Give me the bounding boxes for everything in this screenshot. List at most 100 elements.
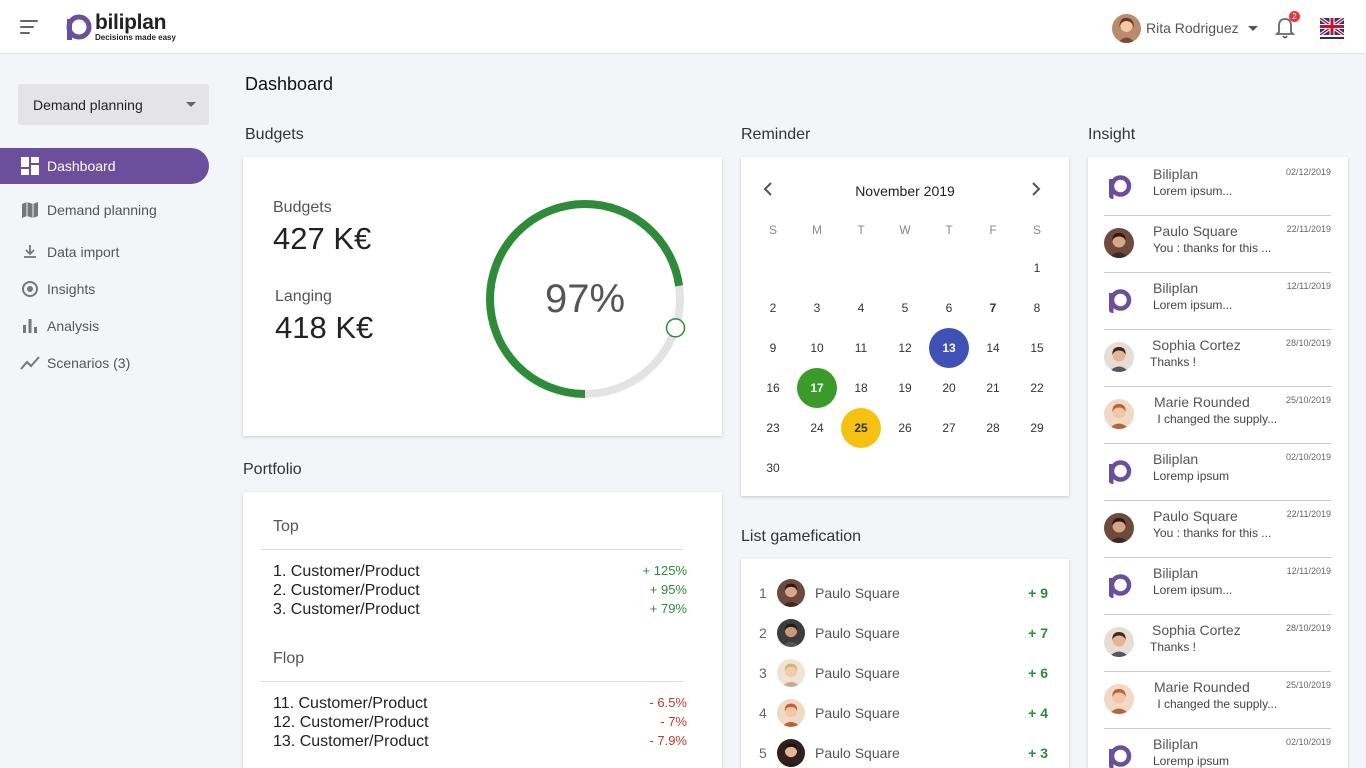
portfolio-item-value: + 79%	[649, 601, 687, 616]
portfolio-item-name: 3. Customer/Product	[273, 601, 420, 618]
insight-item[interactable]: Biliplan Loremp ipsum 02/10/2019	[1104, 729, 1331, 768]
budget-progress-handle[interactable]	[665, 318, 686, 338]
calendar-day[interactable]: 10	[810, 341, 824, 355]
calendar-day[interactable]: 2	[769, 301, 777, 315]
gamification-section-title: List gamefication	[741, 528, 862, 545]
portfolio-top-row[interactable]: 1. Customer/Product + 125%	[273, 563, 687, 582]
biliplan-logo-icon	[66, 14, 92, 40]
insight-item[interactable]: Paulo Square You : thanks for this ... 22/…	[1104, 501, 1331, 558]
sidebar-item-scenarios[interactable]: Scenarios (3)	[0, 345, 209, 381]
calendar-day[interactable]: 11	[854, 341, 868, 355]
gamification-row[interactable]: 1 Paulo Square + 9	[741, 573, 1069, 613]
calendar-day[interactable]: 19	[898, 381, 912, 395]
divider	[261, 549, 683, 550]
portfolio-item-value: + 125%	[642, 563, 687, 578]
calendar-day[interactable]: 18	[854, 381, 868, 395]
calendar-day[interactable]: 22	[1030, 381, 1044, 395]
logo-tagline: Decisions made easy	[95, 33, 176, 42]
portfolio-item-value: - 6.5%	[649, 695, 687, 710]
insight-item[interactable]: Biliplan Lorem ipsum... 12/11/2019	[1104, 558, 1331, 615]
calendar-day[interactable]: 26	[898, 421, 912, 435]
calendar-day[interactable]: 30	[766, 461, 780, 475]
user-menu[interactable]: Rita Rodriguez	[1112, 13, 1258, 43]
insight-date: 28/10/2019	[1285, 338, 1331, 348]
sidebar-item-demand-planning[interactable]: Demand planning	[0, 192, 209, 228]
insight-item[interactable]: Marie Rounded I changed the supply... 25/…	[1104, 672, 1331, 729]
gamification-score: + 4	[1028, 705, 1048, 721]
map-icon	[20, 200, 40, 220]
calendar-day[interactable]: 21	[986, 381, 1000, 395]
bell-icon[interactable]	[1274, 16, 1296, 40]
insight-sender: Biliplan	[1153, 451, 1199, 467]
insight-date: 12/11/2019	[1286, 566, 1331, 576]
gamification-row[interactable]: 3 Paulo Square + 6	[741, 653, 1069, 693]
sidebar-item-insights[interactable]: Insights	[0, 271, 209, 307]
gamification-rank: 3	[759, 665, 767, 681]
calendar-day[interactable]: 14	[986, 341, 1000, 355]
insight-item[interactable]: Biliplan Lorem ipsum... 12/11/2019	[1104, 273, 1331, 330]
sidebar-item-analysis[interactable]: Analysis	[0, 308, 209, 344]
calendar-day[interactable]: 1	[1033, 261, 1041, 275]
language-underline	[1320, 37, 1344, 39]
insight-item[interactable]: Sophia Cortez Thanks ! 28/10/2019	[1104, 330, 1331, 387]
avatar	[1104, 285, 1134, 315]
gamification-row[interactable]: 4 Paulo Square + 4	[741, 693, 1069, 733]
avatar	[1104, 513, 1134, 543]
portfolio-card: Top 1. Customer/Product + 125% 2. Custom…	[243, 492, 722, 768]
insight-sender: Biliplan	[1153, 736, 1199, 752]
portfolio-top-row[interactable]: 3. Customer/Product + 79%	[273, 601, 687, 620]
insight-item[interactable]: Biliplan Lorem ipsum... 02/12/2019	[1104, 159, 1331, 216]
insight-item[interactable]: Marie Rounded I changed the supply... 25/…	[1104, 387, 1331, 444]
sidebar-item-dashboard[interactable]: Dashboard	[0, 148, 209, 184]
calendar-day[interactable]: 3	[813, 301, 821, 315]
avatar	[777, 579, 805, 607]
insight-item[interactable]: Paulo Square You : thanks for this ... 22/…	[1104, 216, 1331, 273]
sidebar-item-data-import[interactable]: Data import	[0, 234, 209, 270]
portfolio-top-row[interactable]: 2. Customer/Product + 95%	[273, 582, 687, 601]
app-logo[interactable]: biliplan Decisions made easy	[64, 12, 176, 42]
menu-icon[interactable]	[20, 20, 40, 34]
calendar-day[interactable]: 8	[1033, 301, 1041, 315]
chevron-left-icon[interactable]	[761, 181, 777, 197]
gamification-row[interactable]: 2 Paulo Square + 7	[741, 613, 1069, 653]
calendar-weekday: S	[1032, 223, 1041, 237]
calendar-day[interactable]: 25	[841, 408, 881, 448]
calendar-day[interactable]: 12	[898, 341, 912, 355]
gamification-name: Paulo Square	[815, 745, 900, 761]
insight-date: 02/10/2019	[1285, 452, 1331, 462]
gamification-score: + 6	[1028, 665, 1048, 681]
insight-sender: Biliplan	[1153, 280, 1199, 296]
calendar-day[interactable]: 29	[1030, 421, 1044, 435]
insight-message: You : thanks for this ...	[1153, 526, 1272, 540]
calendar-day[interactable]: 20	[942, 381, 956, 395]
portfolio-flop-row[interactable]: 12. Customer/Product - 7%	[273, 714, 687, 733]
calendar-day[interactable]: 15	[1030, 341, 1044, 355]
calendar-weekday: S	[768, 223, 777, 237]
sidebar-item-label: Data import	[47, 244, 120, 260]
gamification-row[interactable]: 5 Paulo Square + 3	[741, 733, 1069, 768]
calendar-day[interactable]: 16	[766, 381, 780, 395]
gamification-name: Paulo Square	[815, 585, 900, 601]
calendar-day[interactable]: 9	[769, 341, 777, 355]
gamification-rank: 4	[759, 705, 767, 721]
calendar-day[interactable]: 24	[810, 421, 824, 435]
calendar-day[interactable]: 6	[945, 301, 953, 315]
calendar-day[interactable]: 27	[942, 421, 956, 435]
calendar-day[interactable]: 28	[986, 421, 1000, 435]
chevron-right-icon[interactable]	[1027, 181, 1043, 197]
calendar-day[interactable]: 17	[797, 368, 837, 408]
avatar	[1104, 741, 1134, 768]
module-select[interactable]: Demand planning	[18, 84, 209, 125]
uk-flag-icon[interactable]	[1320, 18, 1344, 35]
insight-message: I changed the supply...	[1154, 697, 1278, 711]
insight-item[interactable]: Biliplan Loremp ipsum 02/10/2019	[1104, 444, 1331, 501]
calendar-day[interactable]: 7	[989, 301, 997, 315]
calendar-day[interactable]: 13	[929, 328, 969, 368]
insight-item[interactable]: Sophia Cortez Thanks ! 28/10/2019	[1104, 615, 1331, 672]
portfolio-flop-row[interactable]: 11. Customer/Product - 6.5%	[273, 695, 687, 714]
portfolio-flop-row[interactable]: 13. Customer/Product - 7.9%	[273, 733, 687, 752]
portfolio-top-heading: Top	[273, 518, 299, 535]
calendar-day[interactable]: 5	[901, 301, 909, 315]
calendar-day[interactable]: 4	[857, 301, 865, 315]
calendar-day[interactable]: 23	[766, 421, 780, 435]
